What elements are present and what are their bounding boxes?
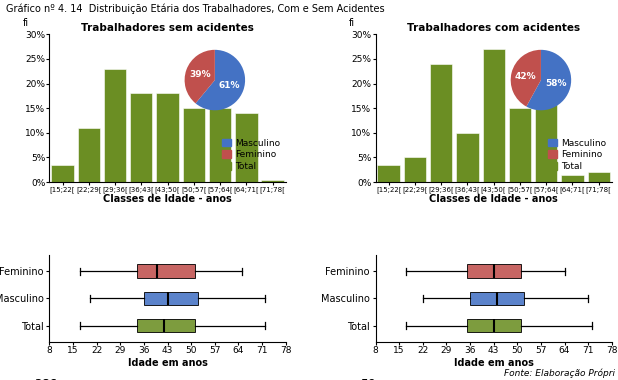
Text: Fonte: Elaboração Própri: Fonte: Elaboração Própri [504, 369, 615, 378]
Bar [104, 69, 126, 182]
Bar [561, 175, 583, 182]
PathPatch shape [467, 319, 521, 332]
Bar [130, 93, 153, 182]
Text: n=286: n=286 [19, 378, 57, 380]
X-axis label: Idade em anos: Idade em anos [128, 358, 208, 368]
X-axis label: Classes de Idade - anos: Classes de Idade - anos [430, 195, 558, 204]
Y-axis label: fi: fi [23, 18, 29, 28]
Text: n=59: n=59 [345, 378, 375, 380]
X-axis label: Idade em anos: Idade em anos [454, 358, 533, 368]
PathPatch shape [137, 264, 195, 278]
Bar [78, 128, 100, 182]
Bar [404, 157, 426, 182]
Title: Trabalhadores sem acidentes: Trabalhadores sem acidentes [81, 24, 254, 33]
Bar [535, 103, 557, 182]
PathPatch shape [470, 292, 524, 305]
Legend: Masculino, Feminino, Total: Masculino, Feminino, Total [544, 135, 610, 175]
Bar [235, 113, 258, 182]
Bar [261, 180, 284, 182]
X-axis label: Classes de Idade - anos: Classes de Idade - anos [103, 195, 232, 204]
Bar [183, 108, 205, 182]
Bar [483, 49, 505, 182]
Y-axis label: fi: fi [349, 18, 355, 28]
Bar [588, 172, 610, 182]
Text: Gráfico nº 4. 14  Distribuição Etária dos Trabalhadores, Com e Sem Acidentes: Gráfico nº 4. 14 Distribuição Etária dos… [6, 4, 385, 14]
PathPatch shape [137, 319, 195, 332]
PathPatch shape [144, 292, 198, 305]
Legend: Masculino, Feminino, Total: Masculino, Feminino, Total [219, 135, 284, 175]
Bar [509, 108, 531, 182]
Bar [156, 93, 179, 182]
Bar [51, 165, 74, 182]
Title: Trabalhadores com acidentes: Trabalhadores com acidentes [407, 24, 580, 33]
Bar [209, 108, 231, 182]
PathPatch shape [467, 264, 521, 278]
Bar [456, 133, 478, 182]
Bar [430, 64, 452, 182]
Bar [378, 165, 400, 182]
